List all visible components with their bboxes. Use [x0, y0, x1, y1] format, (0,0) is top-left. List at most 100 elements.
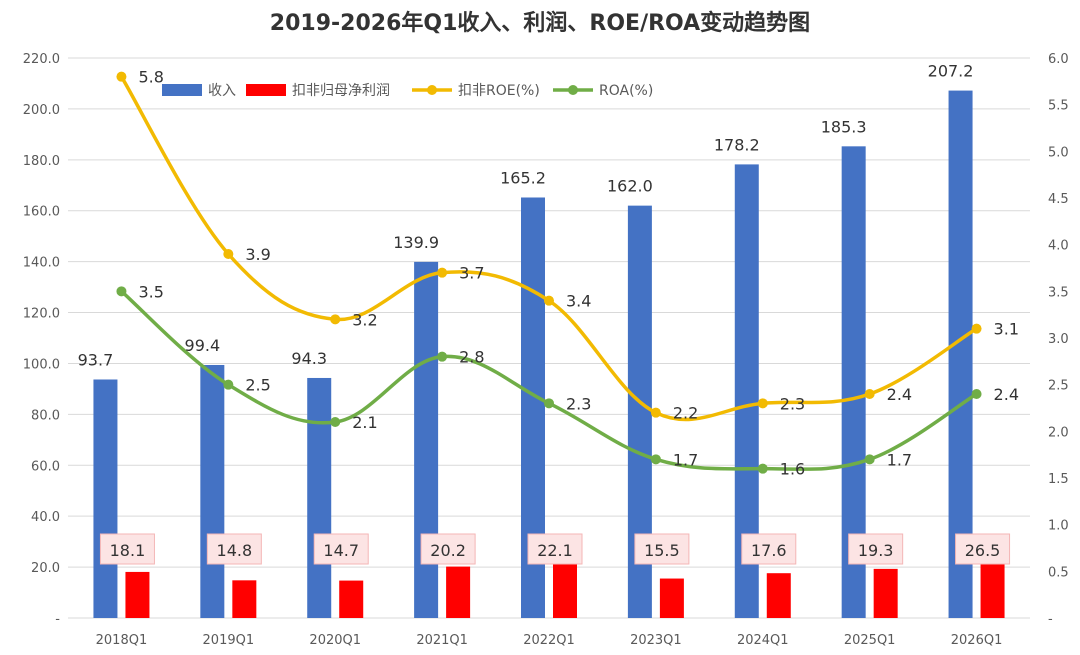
roe-point: [757, 398, 768, 409]
roa-data-label: 1.7: [887, 450, 912, 469]
left-axis-tick-label: 180.0: [23, 154, 60, 169]
right-axis-tick-label: 2.0: [1048, 425, 1069, 440]
roe-data-label: 2.2: [673, 404, 698, 423]
x-axis-tick-label: 2023Q1: [630, 633, 682, 648]
x-axis-tick-label: 2019Q1: [203, 633, 255, 648]
revenue-data-label: 162.0: [607, 177, 653, 196]
roe-data-label: 3.7: [459, 264, 484, 283]
legend-roa-label: ROA(%): [599, 83, 653, 99]
left-axis-tick-label: -: [55, 612, 60, 627]
roe-data-label: 3.9: [245, 245, 270, 264]
profit-label-box: [420, 533, 476, 565]
revenue-bar: [414, 261, 439, 618]
roa-point: [971, 389, 982, 399]
roe-data-label: 3.2: [352, 310, 377, 329]
revenue-data-label: 185.3: [821, 117, 867, 136]
x-axis-tick-label: 2020Q1: [309, 633, 361, 648]
roe-data-label: 2.4: [887, 385, 912, 404]
left-axis-tick-label: 160.0: [23, 205, 60, 220]
legend: 收入 扣非归母净利润 扣非ROE(%) ROA(%): [162, 82, 653, 99]
roe-point: [971, 323, 982, 334]
roa-point: [757, 463, 768, 474]
profit-bar: [553, 561, 577, 618]
left-axis-tick-label: 100.0: [23, 357, 60, 372]
data-labels: 93.7 99.4 94.3 139.9 165.2 162.0 178.2 185.3 207…: [78, 62, 1019, 565]
revenue-data-label: 207.2: [928, 62, 974, 81]
right-axis-tick-label: 2.5: [1048, 379, 1069, 394]
right-axis-tick-label: 3.5: [1048, 285, 1069, 300]
roe-point: [544, 295, 554, 306]
profit-data-label: 22.1: [537, 541, 573, 560]
profit-data-label: 14.8: [217, 541, 253, 560]
roe-point: [116, 71, 127, 82]
legend-roe-label: 扣非ROE(%): [458, 83, 540, 99]
revenue-bar: [200, 364, 225, 618]
profit-data-label: 20.2: [430, 541, 466, 560]
left-axis-tick-label: 40.0: [31, 510, 60, 525]
roa-data-label: 1.7: [673, 450, 698, 469]
revenue-bar: [948, 90, 973, 619]
legend-roa-marker: [568, 85, 578, 95]
roa-point: [544, 398, 554, 409]
left-axis-tick-label: 220.0: [23, 52, 60, 67]
roa-point: [650, 454, 661, 465]
legend-revenue-swatch: [162, 84, 202, 96]
x-axis: 2018Q1 2019Q1 2020Q1 2021Q1 2022Q1 2023Q1 2024…: [96, 633, 1003, 648]
profit-label-box: [527, 533, 583, 565]
roa-data-label: 2.3: [566, 394, 591, 413]
x-axis-tick-label: 2024Q1: [737, 633, 789, 648]
right-y-axis: - 0.5 1.0 1.5 2.0 2.5 3.0 3.5 4.0 4.5 5.0 5.5 6.0: [1048, 52, 1069, 627]
roe-point: [223, 249, 234, 259]
right-axis-tick-label: 0.5: [1048, 565, 1069, 580]
x-axis-tick-label: 2026Q1: [951, 633, 1003, 648]
profit-label-box: [741, 533, 797, 565]
roe-line: [119, 74, 979, 422]
left-axis-tick-label: 80.0: [31, 408, 60, 423]
left-y-axis: - 20.0 40.0 60.0 80.0 100.0 120.0 140.0 160.0 180…: [23, 52, 61, 627]
profit-label-box: [634, 533, 690, 565]
profit-data-label: 15.5: [644, 541, 680, 560]
roa-data-label: 1.6: [780, 460, 805, 479]
roe-data-label: 3.4: [566, 292, 591, 311]
roe-point: [864, 389, 875, 399]
legend-revenue-label: 收入: [208, 83, 236, 99]
revenue-bar: [93, 379, 118, 618]
roa-data-label: 2.4: [994, 385, 1019, 404]
roe-point: [437, 267, 448, 278]
profit-bar: [446, 566, 471, 618]
right-axis-tick-label: 4.5: [1048, 192, 1069, 207]
legend-roe-marker: [427, 85, 437, 95]
profit-bar: [125, 571, 150, 618]
left-axis-tick-label: 140.0: [23, 256, 60, 271]
lines: [116, 71, 982, 474]
roa-point: [223, 379, 234, 390]
left-axis-tick-label: 120.0: [23, 307, 60, 322]
right-axis-tick-label: 3.0: [1048, 332, 1069, 347]
right-axis-tick-label: -: [1048, 612, 1053, 627]
profit-bar: [232, 580, 257, 618]
roe-data-label: 3.1: [994, 320, 1019, 339]
profit-data-label: 14.7: [323, 541, 359, 560]
roa-point: [116, 286, 127, 297]
legend-profit-label: 扣非归母净利润: [292, 82, 390, 99]
profit-bar: [659, 578, 684, 618]
left-axis-tick-label: 60.0: [31, 459, 60, 474]
gridlines: [68, 57, 1030, 619]
x-axis-tick-label: 2022Q1: [523, 633, 575, 648]
revenue-data-label: 178.2: [714, 135, 760, 154]
revenue-data-label: 94.3: [291, 349, 327, 368]
roe-point: [650, 407, 661, 418]
profit-label-box: [313, 533, 369, 565]
profit-label-box: [848, 533, 904, 565]
right-axis-tick-label: 5.5: [1048, 99, 1069, 114]
revenue-data-label: 139.9: [393, 233, 439, 252]
profit-bar: [766, 573, 791, 618]
left-axis-tick-label: 200.0: [23, 103, 60, 118]
profit-label-box: [206, 533, 262, 565]
roe-data-label: 5.8: [138, 68, 163, 87]
right-axis-tick-label: 1.5: [1048, 472, 1069, 487]
roa-data-label: 2.5: [245, 376, 270, 395]
roe-data-label: 2.3: [780, 394, 805, 413]
revenue-bar: [307, 377, 332, 618]
